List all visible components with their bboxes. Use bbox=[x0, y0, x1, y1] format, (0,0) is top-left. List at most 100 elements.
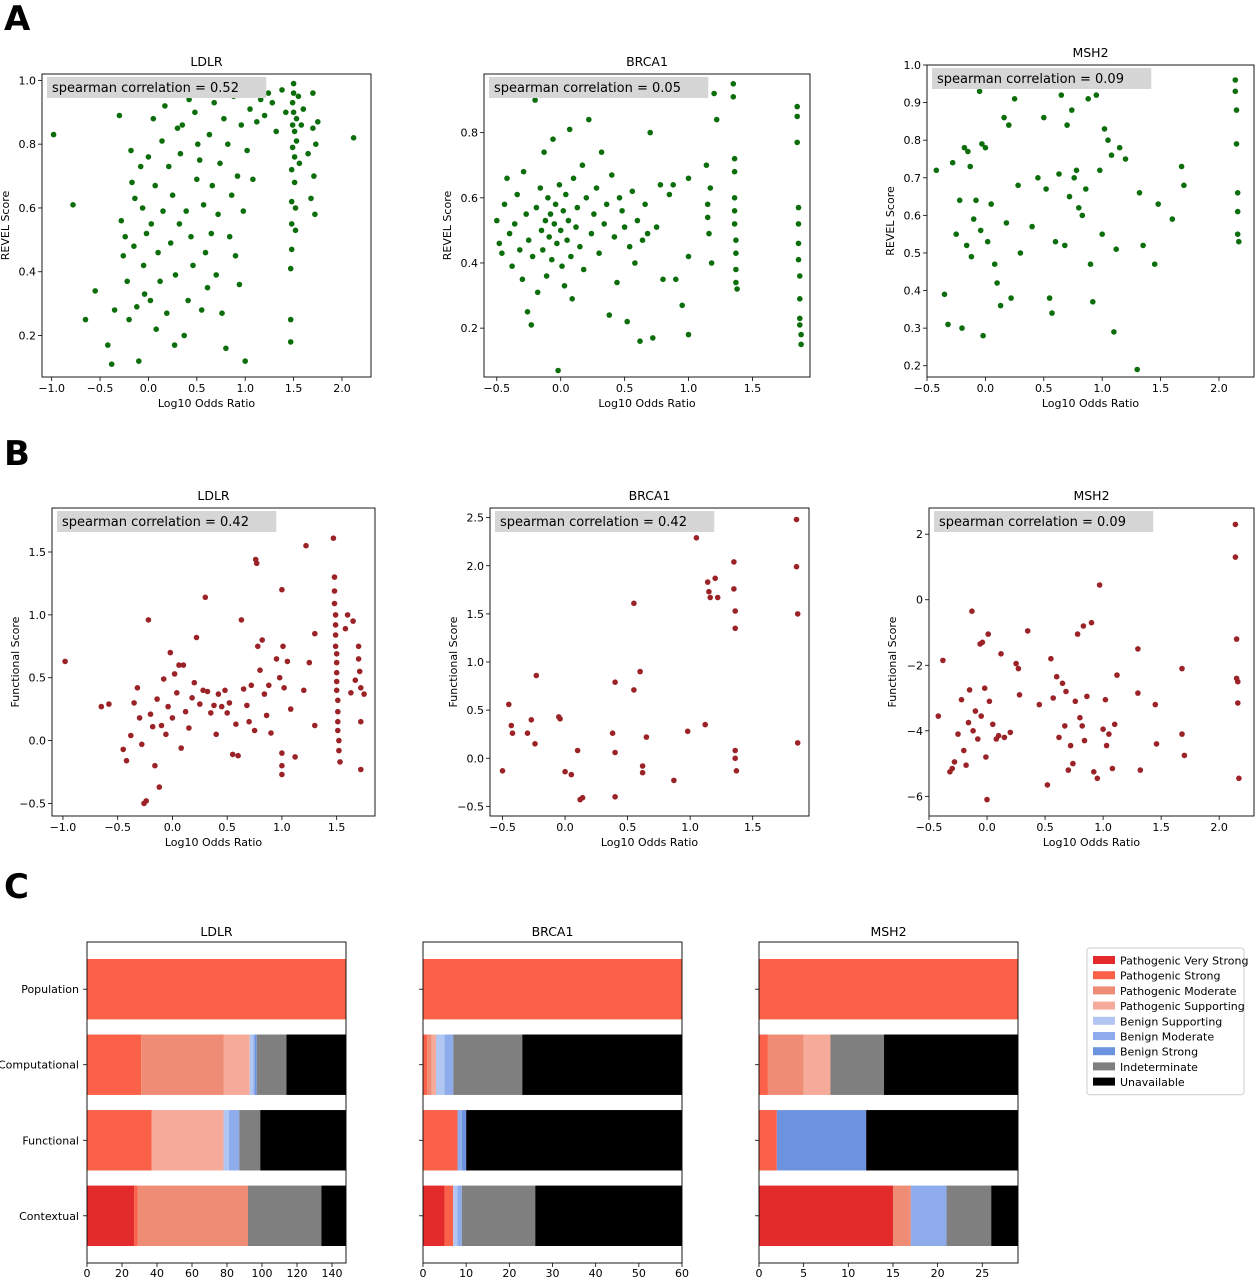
y-axis-label: REVEL Score bbox=[441, 191, 454, 261]
data-point bbox=[358, 685, 364, 691]
bar-segment bbox=[137, 1185, 248, 1246]
data-point bbox=[533, 204, 540, 211]
data-point bbox=[704, 214, 711, 221]
data-point bbox=[574, 747, 581, 754]
bar-segment bbox=[444, 1034, 454, 1095]
x-tick-label: 1.0 bbox=[273, 821, 291, 834]
data-point bbox=[266, 682, 272, 689]
y-tick-label: 0.2 bbox=[461, 322, 479, 335]
data-point bbox=[222, 687, 228, 694]
data-point bbox=[196, 157, 203, 163]
bar-segment bbox=[423, 1185, 445, 1246]
legend-label: Indeterminate bbox=[1120, 1061, 1198, 1074]
data-point bbox=[333, 651, 340, 657]
data-point bbox=[713, 116, 720, 123]
data-point bbox=[166, 163, 172, 170]
data-point bbox=[537, 185, 544, 191]
x-tick-label: 0.5 bbox=[1035, 382, 1053, 395]
data-point bbox=[557, 227, 564, 234]
data-point bbox=[991, 261, 998, 268]
data-point bbox=[204, 688, 211, 695]
data-point bbox=[178, 745, 184, 751]
legend-swatch bbox=[1093, 1001, 1115, 1010]
data-point bbox=[287, 265, 294, 272]
data-point bbox=[731, 168, 738, 175]
x-tick-label: 1.0 bbox=[681, 821, 699, 834]
data-point bbox=[1024, 628, 1031, 634]
data-point bbox=[1105, 137, 1111, 143]
data-point bbox=[165, 703, 171, 710]
data-point bbox=[171, 342, 178, 348]
data-point bbox=[949, 159, 956, 166]
data-point bbox=[1169, 216, 1176, 222]
data-point bbox=[563, 191, 569, 198]
data-point bbox=[333, 687, 340, 694]
y-tick-label: 1.5 bbox=[29, 546, 47, 559]
data-point bbox=[1053, 673, 1060, 680]
x-tick-label: 1.0 bbox=[236, 382, 254, 395]
x-tick-label: 20 bbox=[115, 1267, 129, 1280]
bar-segment bbox=[286, 1034, 346, 1095]
data-point bbox=[990, 721, 996, 728]
data-point bbox=[238, 122, 245, 128]
data-point bbox=[644, 230, 651, 237]
x-tick-label: 0.0 bbox=[140, 382, 158, 395]
data-point bbox=[693, 535, 700, 541]
data-point bbox=[612, 794, 618, 800]
data-point bbox=[1064, 122, 1070, 128]
data-point bbox=[1153, 741, 1160, 747]
y-tick-label: 0 bbox=[916, 594, 923, 607]
data-point bbox=[1181, 182, 1187, 189]
data-point bbox=[145, 154, 152, 160]
data-point bbox=[352, 677, 359, 683]
data-point bbox=[976, 88, 983, 95]
data-point bbox=[291, 179, 298, 186]
data-point bbox=[955, 731, 961, 737]
data-point bbox=[310, 125, 316, 131]
data-point bbox=[1102, 696, 1109, 703]
data-point bbox=[1081, 737, 1088, 744]
data-point bbox=[795, 204, 802, 211]
bar-segment bbox=[151, 1110, 224, 1171]
bar-segment bbox=[759, 1185, 893, 1246]
data-point bbox=[730, 81, 737, 87]
data-point bbox=[1155, 201, 1161, 207]
data-point bbox=[557, 716, 563, 722]
data-point bbox=[233, 721, 239, 727]
data-point bbox=[140, 262, 147, 269]
chart-title: LDLR bbox=[200, 924, 233, 939]
legend-label: Benign Supporting bbox=[1120, 1015, 1222, 1028]
data-point bbox=[985, 631, 991, 637]
chart-title: BRCA1 bbox=[629, 488, 671, 503]
data-point bbox=[332, 643, 339, 650]
legend-swatch bbox=[1093, 1077, 1115, 1086]
x-tick-label: 0.5 bbox=[616, 382, 634, 395]
axes-frame bbox=[41, 73, 372, 378]
data-point bbox=[1234, 231, 1241, 237]
data-point bbox=[611, 234, 618, 240]
data-point bbox=[972, 708, 979, 714]
data-point bbox=[152, 762, 158, 769]
x-tick-label: 40 bbox=[150, 1267, 164, 1280]
data-point bbox=[331, 600, 338, 607]
data-point bbox=[580, 266, 587, 273]
data-point bbox=[653, 224, 660, 230]
data-point bbox=[332, 622, 339, 628]
data-point bbox=[568, 253, 574, 260]
y-tick-label: −0.5 bbox=[19, 797, 46, 810]
data-point bbox=[650, 335, 656, 341]
data-point bbox=[609, 172, 615, 178]
y-tick-label: 0.8 bbox=[19, 138, 37, 151]
data-point bbox=[279, 771, 285, 778]
data-point bbox=[337, 759, 343, 765]
data-point bbox=[108, 361, 115, 368]
data-point bbox=[137, 163, 144, 170]
data-point bbox=[660, 276, 666, 283]
data-point bbox=[732, 608, 738, 614]
data-point bbox=[335, 727, 341, 734]
bar-segment bbox=[256, 1034, 287, 1095]
data-point bbox=[276, 674, 283, 681]
data-point bbox=[295, 93, 302, 100]
x-tick-label: 1.5 bbox=[285, 382, 303, 395]
bar-segment bbox=[239, 1110, 261, 1171]
